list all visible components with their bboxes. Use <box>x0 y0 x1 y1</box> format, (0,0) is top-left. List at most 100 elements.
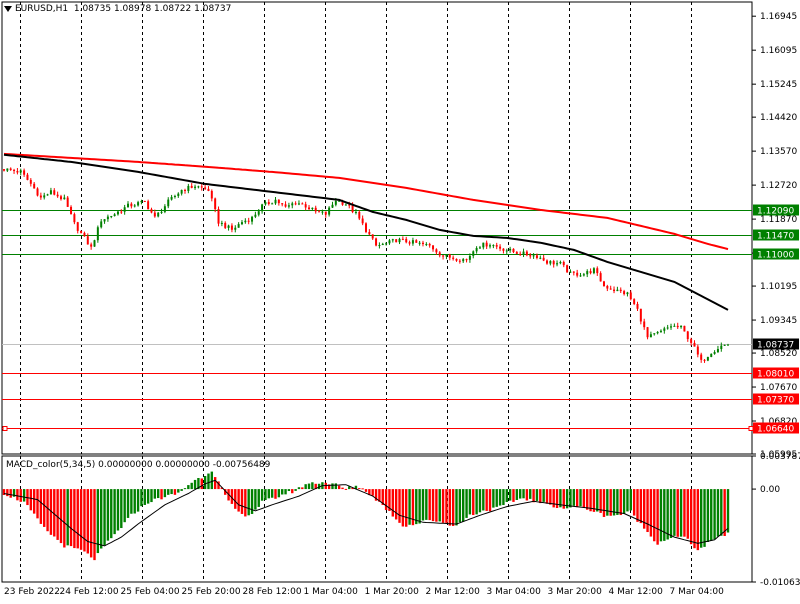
candle-body <box>468 255 471 260</box>
candle-body <box>130 203 133 207</box>
macd-bar <box>197 477 200 490</box>
y-tick-label: 1.15245 <box>760 80 797 90</box>
candle-body <box>311 207 314 210</box>
macd-bar <box>562 489 565 509</box>
candle-body <box>455 258 458 261</box>
candle-body <box>633 299 636 304</box>
macd-bar <box>656 489 659 545</box>
y-tick-label: 1.10195 <box>760 282 797 292</box>
level-label: 1.11000 <box>757 251 794 261</box>
candle-layer <box>3 167 729 363</box>
candle-body <box>515 252 518 254</box>
y-tick-label: 1.07670 <box>760 383 797 393</box>
macd-bar <box>327 484 331 490</box>
macd-bar <box>213 477 217 490</box>
macd-bar <box>344 488 348 490</box>
candle-body <box>659 330 662 332</box>
ma-layer <box>3 152 729 311</box>
macd-bar <box>565 489 569 509</box>
macd-y-tick-label: -0.010635 <box>760 578 800 588</box>
candle-body <box>646 327 649 338</box>
candle-body <box>636 303 639 309</box>
macd-bar <box>270 489 274 498</box>
macd-bar <box>418 489 421 524</box>
macd-bar <box>63 489 66 548</box>
x-tick-label: 7 Mar 04:00 <box>670 587 725 597</box>
macd-bar <box>405 489 408 527</box>
macd-bar <box>663 489 666 541</box>
level-tag <box>753 367 799 379</box>
macd-bar <box>210 471 214 490</box>
candle-body <box>676 325 679 328</box>
macd-bar <box>475 489 478 515</box>
macd-bar <box>401 489 405 527</box>
macd-bar <box>123 489 126 523</box>
candle-body <box>680 325 683 328</box>
level-tag <box>753 393 799 405</box>
axis-layer: 23 Feb 2022 24 Feb 12:00 25 Feb 04:00 25 Fe… <box>4 12 800 597</box>
macd-bar <box>291 489 294 494</box>
x-tick-label: 1 Mar 04:00 <box>304 587 359 597</box>
level-label: 1.08010 <box>757 370 794 380</box>
macd-bar <box>498 489 502 506</box>
macd-bar <box>244 489 247 517</box>
candle-body <box>100 221 103 228</box>
macd-bar <box>411 489 415 526</box>
macd-value-1: 0.00000000 <box>98 460 153 470</box>
candle-body <box>247 220 250 222</box>
macd-bar <box>136 489 140 512</box>
candle-body <box>36 188 39 196</box>
candle-body <box>472 251 475 256</box>
candle-body <box>703 359 706 361</box>
candle-body <box>572 271 575 273</box>
candle-body <box>187 185 190 191</box>
macd-bar <box>720 489 723 536</box>
candle-body <box>86 236 89 245</box>
x-tick-label: 28 Feb 12:00 <box>243 587 302 597</box>
macd-bar <box>699 489 703 548</box>
candle-body <box>3 169 5 171</box>
candle-body <box>261 204 264 212</box>
macd-bar <box>431 489 435 522</box>
macd-bar <box>66 489 69 546</box>
macd-bar <box>616 489 619 515</box>
macd-bar <box>532 489 535 503</box>
candle-body <box>663 328 666 331</box>
candle-body <box>190 185 193 188</box>
collapse-triangle-icon[interactable] <box>4 5 12 12</box>
macd-bar <box>502 489 505 506</box>
candle-body <box>314 207 317 212</box>
macd-bar <box>76 489 79 549</box>
macd-bar <box>388 489 391 511</box>
macd-bar <box>579 489 582 507</box>
candle-body <box>539 257 542 259</box>
macd-bar <box>653 489 656 542</box>
macd-bar <box>622 489 626 514</box>
y-tick-label: 1.11870 <box>760 215 797 225</box>
macd-bar <box>522 489 525 499</box>
candle-body <box>127 203 130 208</box>
candle-body <box>53 190 56 195</box>
macd-bar <box>331 483 334 490</box>
candle-body <box>408 242 411 244</box>
macd-bar <box>304 484 307 490</box>
macd-bar <box>428 489 431 521</box>
macd-bar <box>482 489 485 511</box>
candle-body <box>294 203 297 205</box>
candle-body <box>502 248 505 251</box>
candle-body <box>696 346 699 355</box>
candle-body <box>361 218 364 224</box>
candle-body <box>381 243 384 246</box>
macd-bar <box>133 489 136 514</box>
candle-body <box>462 259 465 262</box>
candle-body <box>200 186 203 188</box>
macd-bar <box>478 489 482 513</box>
candle-body <box>442 255 445 257</box>
macd-bar <box>643 489 646 529</box>
macd-bar <box>559 489 562 508</box>
candle-body <box>579 275 582 277</box>
candle-body <box>153 212 156 217</box>
candle-body <box>240 222 243 225</box>
candle-body <box>425 243 428 245</box>
macd-bar <box>629 489 632 511</box>
